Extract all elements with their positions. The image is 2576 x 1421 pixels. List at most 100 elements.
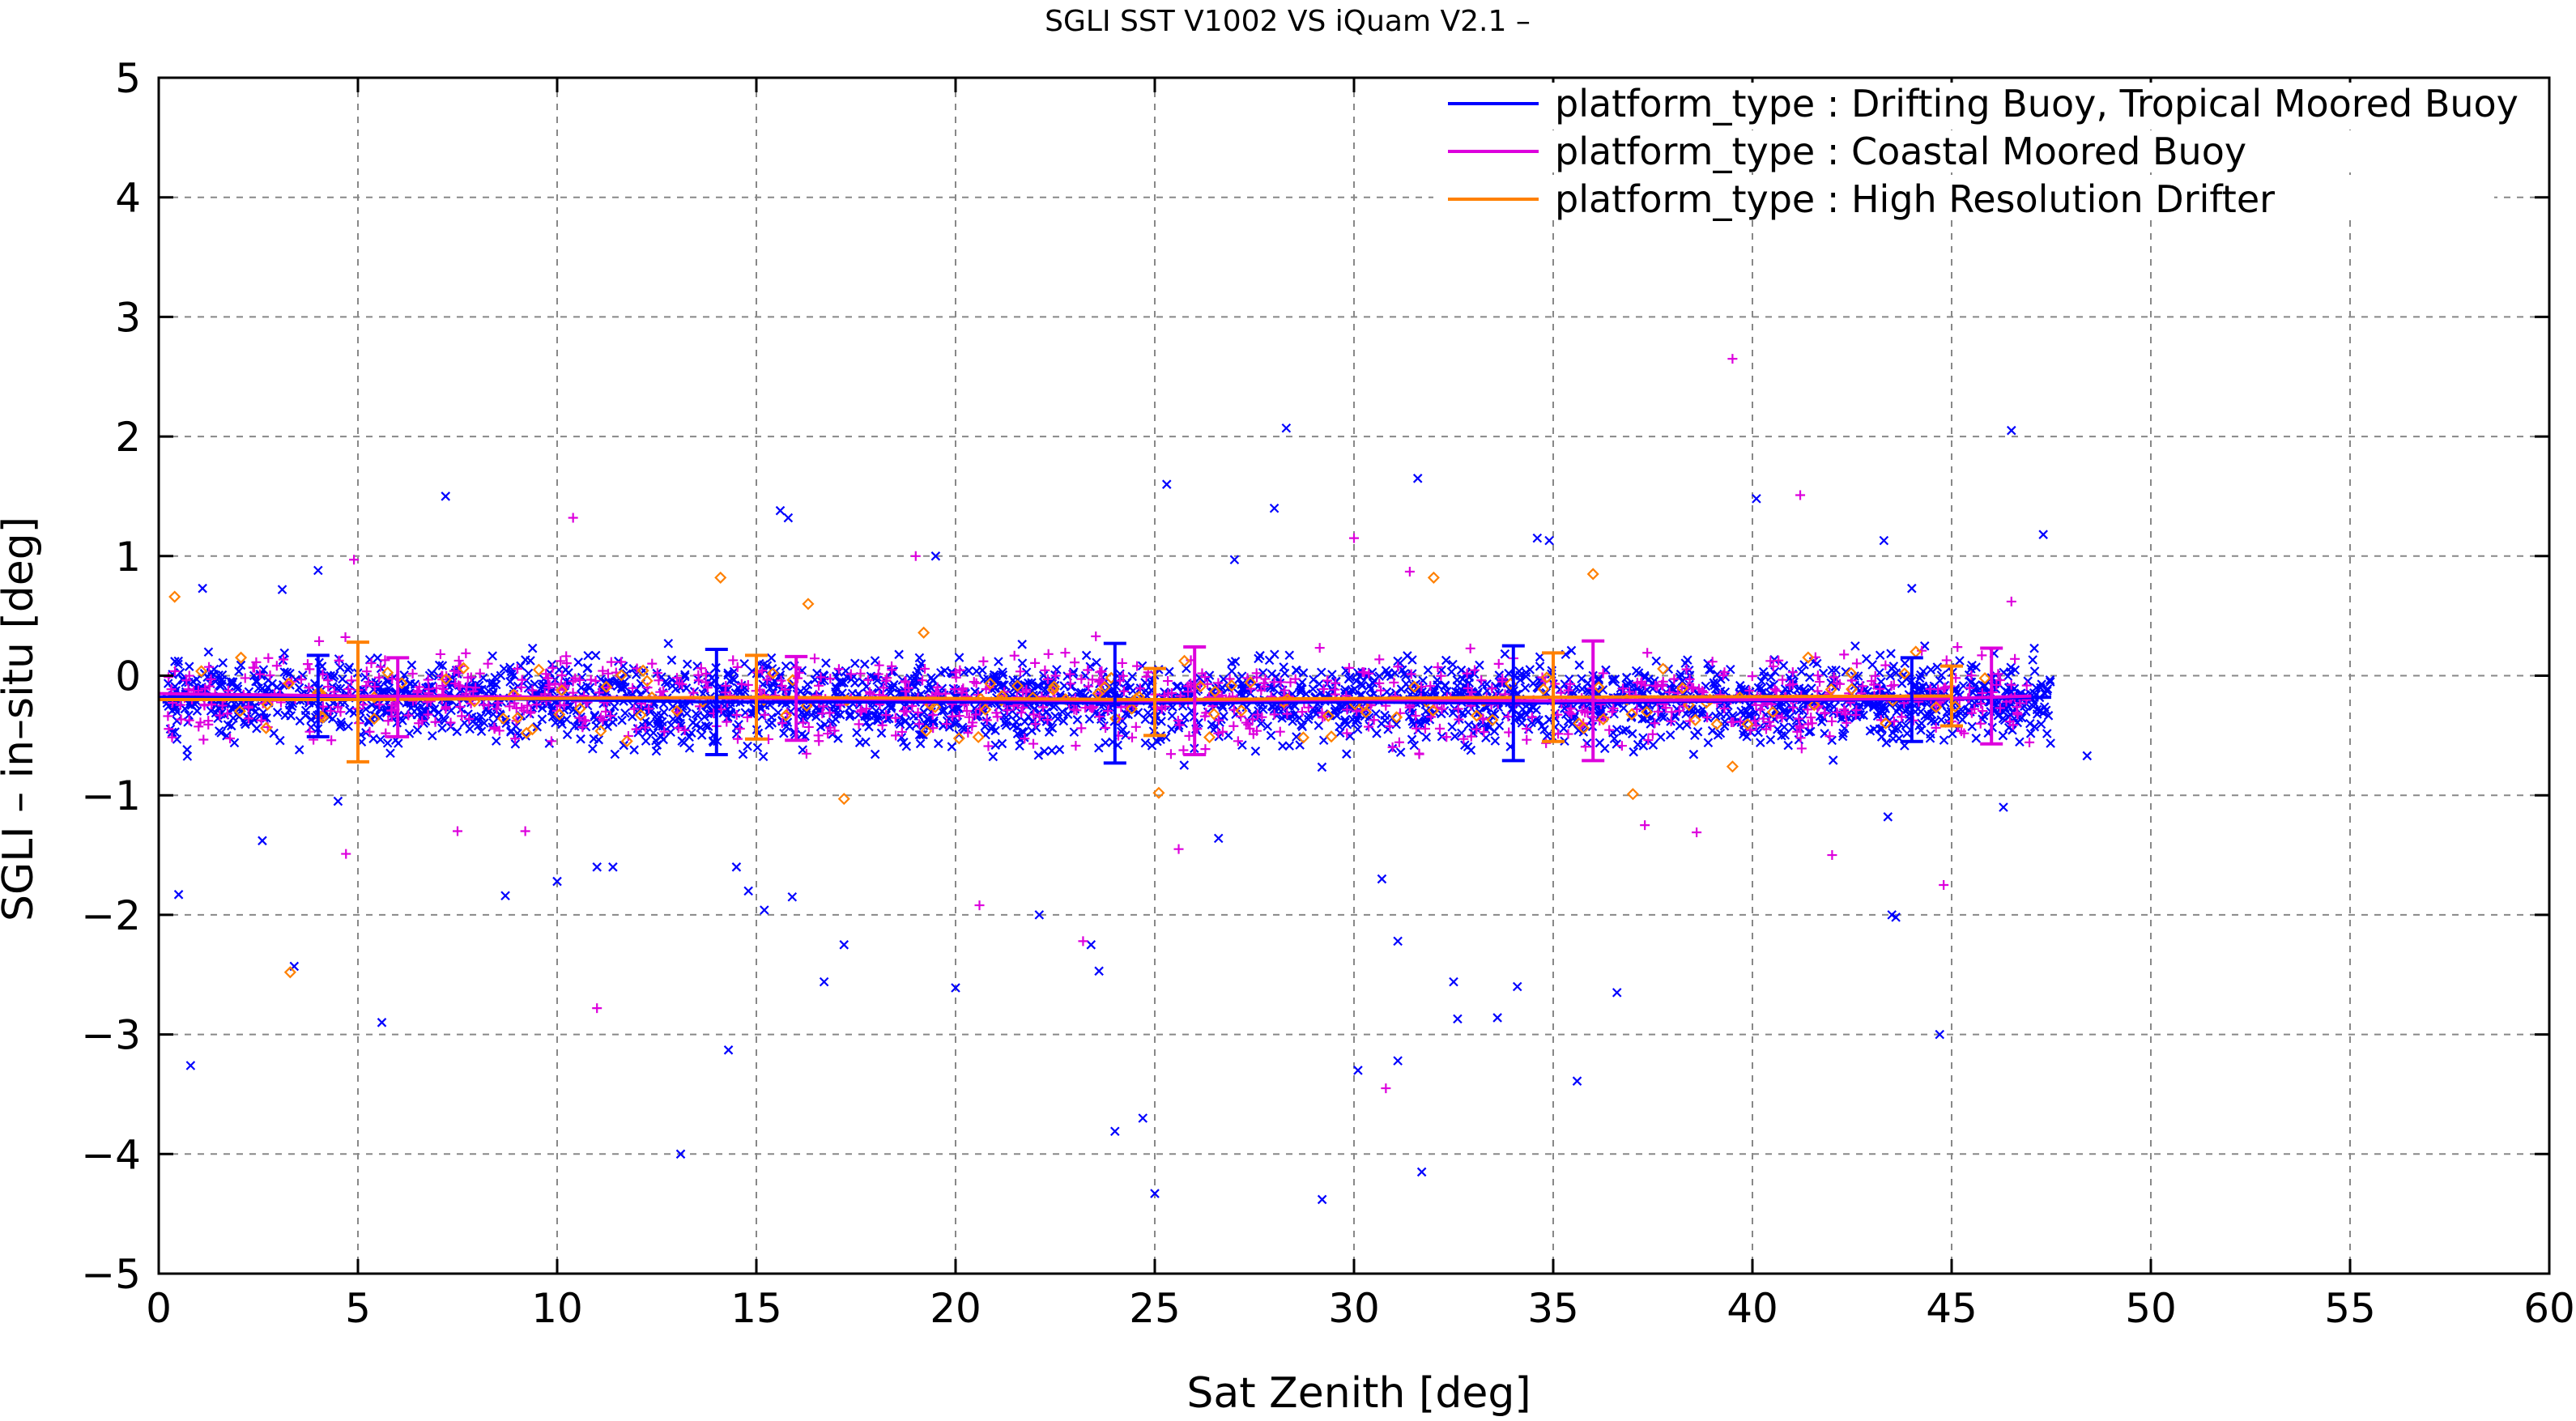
data-point	[1971, 662, 1981, 672]
data-point	[195, 665, 208, 678]
data-point	[550, 679, 560, 689]
data-point	[1667, 707, 1677, 717]
data-point	[1703, 738, 1714, 748]
data-point	[261, 698, 274, 711]
data-point	[913, 707, 923, 717]
data-point	[1070, 657, 1080, 668]
data-point	[1420, 716, 1431, 726]
data-point	[1413, 725, 1423, 735]
data-point	[1540, 671, 1553, 684]
data-point	[1140, 678, 1150, 687]
data-point	[1208, 685, 1222, 698]
data-point	[762, 674, 773, 685]
data-point	[218, 657, 228, 668]
data-point	[232, 684, 243, 694]
data-point	[862, 674, 873, 685]
data-point	[688, 717, 698, 728]
data-point	[1779, 722, 1790, 732]
data-point	[803, 679, 813, 690]
outlier-point	[2006, 596, 2016, 606]
data-point	[192, 674, 202, 684]
outlier-point	[1110, 1126, 1120, 1137]
data-point	[1971, 734, 1982, 743]
data-point	[1423, 665, 1433, 675]
data-point	[445, 717, 456, 728]
data-point	[294, 683, 304, 693]
data-point	[1769, 654, 1779, 665]
data-point	[1638, 741, 1649, 751]
data-point	[668, 714, 678, 724]
data-point	[1021, 667, 1032, 678]
data-point	[628, 683, 638, 693]
data-point	[423, 674, 433, 685]
data-point	[930, 688, 941, 699]
data-point	[267, 679, 278, 689]
data-point	[531, 700, 542, 710]
data-point	[1675, 670, 1686, 679]
data-point	[236, 660, 246, 670]
data-point	[1688, 749, 1699, 759]
data-point	[829, 725, 840, 736]
data-point	[1015, 741, 1024, 751]
data-point	[1795, 733, 1806, 743]
data-point	[375, 662, 385, 672]
data-point	[338, 674, 347, 684]
data-point	[1769, 684, 1780, 695]
data-point	[279, 654, 289, 665]
data-point	[1807, 718, 1817, 729]
data-point	[1520, 683, 1531, 693]
data-point	[780, 684, 790, 695]
data-point	[1448, 659, 1458, 670]
data-point	[1778, 661, 1789, 670]
data-point	[2029, 666, 2040, 676]
outlier-point	[1317, 1194, 1327, 1205]
data-point	[585, 674, 596, 685]
error-bars	[306, 639, 2003, 765]
data-point	[1316, 667, 1326, 678]
data-point	[522, 700, 533, 711]
data-point	[441, 704, 451, 714]
data-point	[1254, 653, 1263, 664]
outlier-point	[168, 590, 181, 603]
data-point	[1184, 730, 1194, 741]
legend-label-1: platform_type : Coastal Moored Buoy	[1555, 130, 2246, 173]
data-point	[1267, 669, 1277, 679]
outlier-point	[333, 796, 343, 806]
data-point	[1094, 676, 1105, 687]
error-bar	[1900, 656, 1923, 743]
data-point	[590, 712, 600, 721]
outlier-point	[1281, 423, 1292, 433]
data-point	[620, 734, 633, 747]
data-point	[1877, 724, 1887, 734]
data-point	[1454, 714, 1464, 725]
data-point	[828, 707, 838, 717]
data-point	[731, 709, 742, 720]
error-bar	[1103, 641, 1126, 765]
data-point	[1719, 704, 1730, 714]
data-point	[369, 682, 380, 692]
outlier-point	[1449, 976, 1458, 987]
data-point	[2023, 676, 2033, 686]
data-point	[879, 683, 889, 693]
data-point	[1493, 658, 1504, 669]
data-point	[453, 680, 464, 691]
data-point	[1744, 700, 1755, 711]
data-point	[1309, 674, 1318, 685]
data-point	[779, 708, 793, 721]
data-point	[1827, 716, 1837, 726]
data-point	[1258, 704, 1268, 714]
data-point	[1931, 722, 1941, 733]
data-point	[1058, 716, 1069, 726]
data-point	[335, 707, 346, 717]
data-point	[1087, 674, 1097, 685]
data-point	[615, 669, 628, 682]
data-point	[1227, 666, 1237, 676]
outlier-point	[787, 891, 798, 902]
outlier-point	[723, 1045, 734, 1055]
data-point	[1197, 668, 1207, 679]
data-point	[340, 632, 351, 642]
data-point	[1780, 705, 1790, 715]
data-point	[1616, 741, 1627, 751]
data-point	[800, 700, 813, 713]
data-point	[256, 715, 266, 725]
